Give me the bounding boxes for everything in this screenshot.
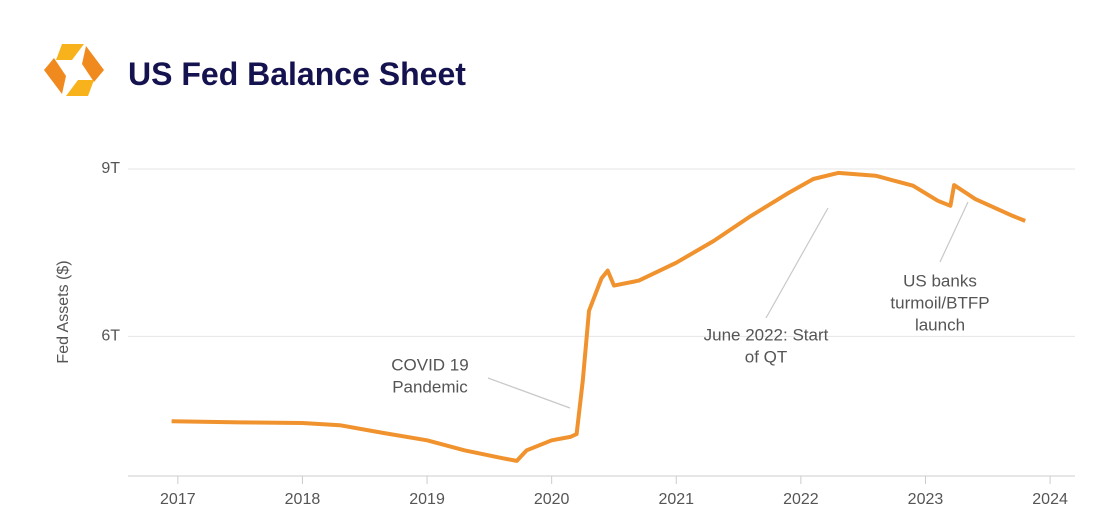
y-axis-label: Fed Assets ($): [55, 260, 72, 363]
annotation: Pandemic: [392, 377, 468, 396]
y-tick-label: 9T: [101, 160, 120, 177]
annotation-leader: [939, 201, 969, 263]
line: [171, 170, 1026, 463]
x-tick-label: 2019: [409, 491, 445, 508]
chart-title: US Fed Balance Sheet: [128, 56, 466, 92]
x-tick-label: 2022: [783, 491, 819, 508]
x-tick-label: 2023: [908, 491, 944, 508]
x-tick-label: 2021: [658, 491, 694, 508]
x-tick-label: 2017: [160, 491, 196, 508]
annotation: June 2022: Start: [704, 325, 829, 344]
annotation-leader: [765, 207, 829, 319]
annotation: US banks: [903, 271, 977, 290]
annotation-leader: [487, 377, 571, 409]
x-tick-label: 2024: [1032, 491, 1068, 508]
x-tick-label: 2020: [534, 491, 570, 508]
annotation: launch: [915, 315, 965, 334]
annotation: COVID 19: [391, 355, 468, 374]
y-tick-label: 6T: [101, 328, 120, 345]
annotation: of QT: [745, 347, 788, 366]
logo: [44, 44, 104, 96]
x-tick-label: 2018: [285, 491, 321, 508]
annotation: turmoil/BTFP: [890, 293, 989, 312]
